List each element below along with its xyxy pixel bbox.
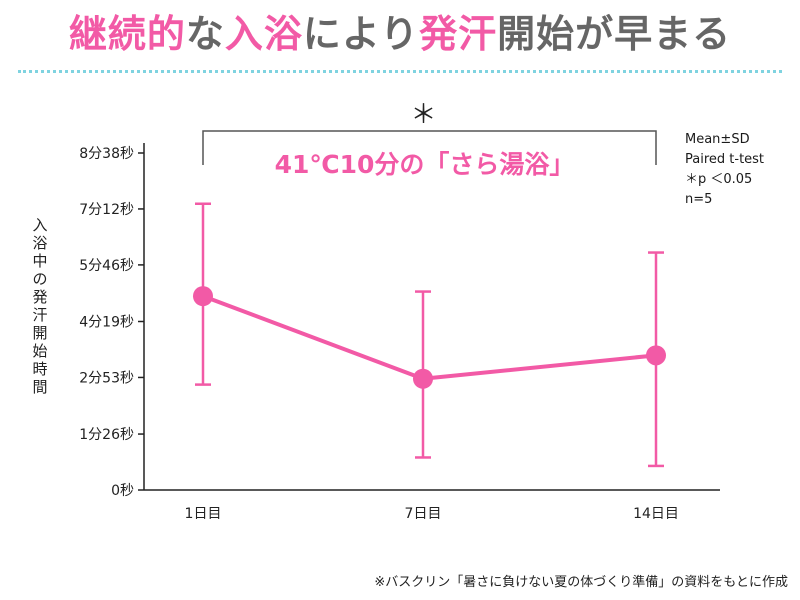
y-tick-label-1: 1分26秒 (79, 427, 134, 443)
title-divider (18, 70, 782, 73)
title-part-1: な (185, 12, 225, 56)
y-tick-label-4: 5分46秒 (79, 258, 134, 274)
y-axis-label-char-7: 始 (32, 342, 47, 360)
y-axis-label-char-4: 発 (32, 288, 47, 306)
stats-note-mean-sd: Mean±SD (685, 132, 750, 147)
title-part-0: 継続的 (68, 12, 186, 56)
condition-annotation: 41℃10分の「さら湯浴」 (275, 150, 575, 179)
y-axis-label-char-6: 開 (32, 324, 47, 342)
y-axis-label-char-2: 中 (32, 252, 47, 270)
y-tick-label-6: 8分38秒 (79, 146, 134, 162)
x-tick-label-2: 14日目 (633, 506, 679, 522)
stats-note-n: n=5 (685, 192, 713, 207)
title-part-2: 入浴 (224, 12, 303, 56)
y-tick-label-3: 4分19秒 (79, 315, 134, 331)
y-tick-label-0: 0秒 (111, 483, 134, 499)
data-point-2 (646, 345, 666, 366)
y-axis-label-char-5: 汗 (32, 306, 47, 324)
stats-notes: Mean±SD Paired t-test ＊p ＜0.05 n=5 (685, 130, 764, 210)
x-tick-label-1: 7日目 (405, 506, 442, 522)
y-axis-label-char-1: 浴 (32, 234, 47, 252)
title-part-3: により (302, 12, 420, 56)
y-axis-label-char-0: 入 (32, 216, 47, 234)
significance-star: ＊ (410, 100, 436, 130)
stats-note-test: Paired t-test (685, 152, 765, 167)
y-axis-label-char-3: の (32, 270, 47, 288)
significance-bracket (202, 130, 657, 165)
y-tick-label-5: 7分12秒 (79, 202, 134, 218)
data-point-1 (413, 368, 433, 389)
series-line (202, 294, 657, 381)
y-axis-label-char-9: 間 (32, 378, 47, 396)
title-part-4: 発汗 (419, 12, 498, 56)
x-tick-label-0: 1日目 (185, 506, 222, 522)
source-footnote: ※バスクリン「暑さに負けない夏の体づくり準備」の資料をもとに作成 (374, 575, 788, 590)
data-point-0 (193, 286, 213, 307)
stats-note-pvalue: ＊p ＜0.05 (685, 172, 753, 187)
title-part-5: 開始が早まる (497, 12, 732, 56)
y-tick-label-2: 2分53秒 (79, 370, 134, 386)
chart-title: 継続的な入浴により発汗開始が早まる (0, 6, 800, 62)
y-axis-label-char-8: 時 (32, 360, 47, 378)
